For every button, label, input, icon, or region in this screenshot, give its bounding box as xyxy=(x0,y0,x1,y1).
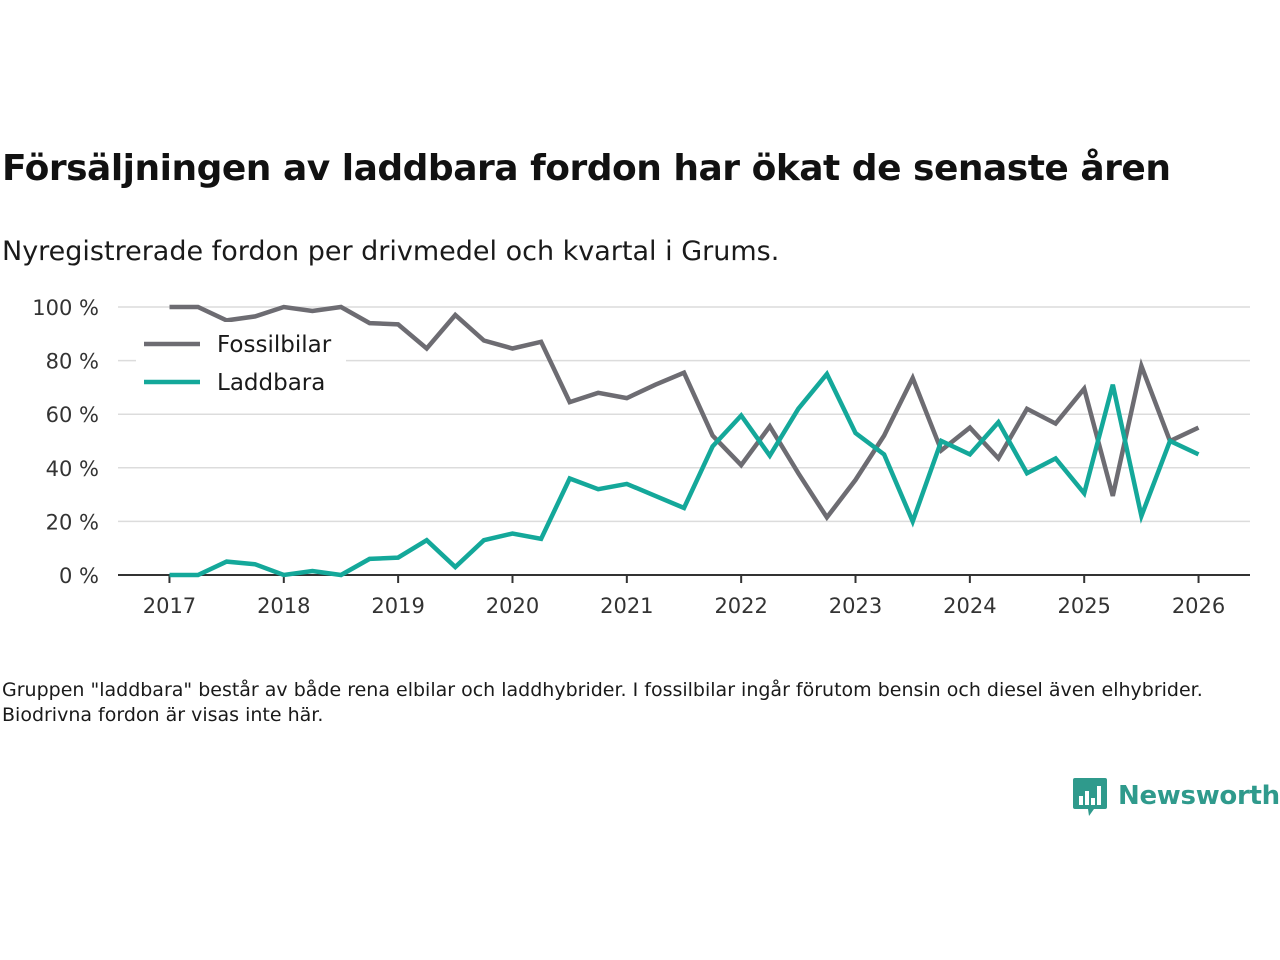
legend-background xyxy=(136,322,346,402)
series-line-laddbara xyxy=(169,369,1200,578)
legend-label-laddbara: Laddbara xyxy=(217,370,325,396)
y-tick-label: 80 % xyxy=(46,350,99,374)
x-tick-label: 2022 xyxy=(714,594,767,618)
x-tick-label: 2025 xyxy=(1057,594,1110,618)
x-tick-label: 2019 xyxy=(371,594,424,618)
y-tick-label: 100 % xyxy=(32,296,99,320)
line-chart: 0 % 20 % 40 % 60 % 80 % 100 % 2017 2018 2019 202… xyxy=(32,296,1250,618)
legend[interactable]: Fossilbilar Laddbara xyxy=(136,322,346,402)
series-line-fossilbilar xyxy=(169,304,1200,522)
x-tick-label: 2017 xyxy=(143,594,196,618)
chart-title: Försäljningen av laddbara fordon har öka… xyxy=(2,148,1171,189)
y-tick-label: 40 % xyxy=(46,457,99,481)
legend-label-fossilbilar: Fossilbilar xyxy=(217,332,332,358)
brand-name: Newsworthy xyxy=(1118,781,1280,811)
y-tick-label: 0 % xyxy=(59,564,99,588)
y-axis-ticks: 0 % 20 % 40 % 60 % 80 % 100 % xyxy=(32,296,99,588)
x-tick-label: 2024 xyxy=(943,594,996,618)
chart-subtitle: Nyregistrerade fordon per drivmedel och … xyxy=(2,236,780,267)
x-tick-label: 2021 xyxy=(600,594,653,618)
newsworthy-logo-icon xyxy=(1073,778,1107,816)
x-tick-label: 2023 xyxy=(829,594,882,618)
x-axis-ticks: 2017 2018 2019 2020 2021 2022 2023 2024 2025 2026 xyxy=(118,574,1250,618)
x-tick-label: 2026 xyxy=(1172,594,1225,618)
newsworthy-brand[interactable]: Newsworthy xyxy=(1072,774,1280,818)
series-lines xyxy=(169,304,1200,578)
y-tick-label: 60 % xyxy=(46,403,99,427)
x-tick-label: 2020 xyxy=(486,594,539,618)
footnote: Gruppen "laddbara" består av både rena e… xyxy=(2,679,1203,726)
y-tick-label: 20 % xyxy=(46,510,99,534)
x-tick-label: 2018 xyxy=(257,594,310,618)
